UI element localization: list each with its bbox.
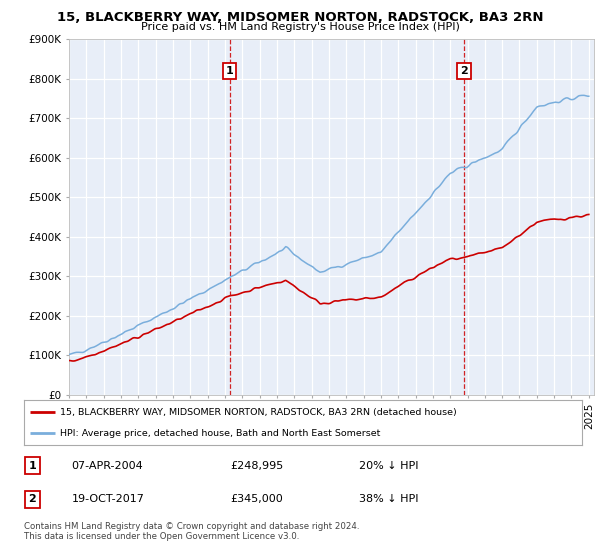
Text: Contains HM Land Registry data © Crown copyright and database right 2024.
This d: Contains HM Land Registry data © Crown c…: [24, 522, 359, 542]
Text: 20% ↓ HPI: 20% ↓ HPI: [359, 460, 418, 470]
Text: £345,000: £345,000: [230, 494, 283, 504]
Text: 15, BLACKBERRY WAY, MIDSOMER NORTON, RADSTOCK, BA3 2RN: 15, BLACKBERRY WAY, MIDSOMER NORTON, RAD…: [57, 11, 543, 24]
Text: 2: 2: [460, 66, 468, 76]
Text: 15, BLACKBERRY WAY, MIDSOMER NORTON, RADSTOCK, BA3 2RN (detached house): 15, BLACKBERRY WAY, MIDSOMER NORTON, RAD…: [60, 408, 457, 417]
Text: 1: 1: [226, 66, 233, 76]
Text: 1: 1: [28, 460, 36, 470]
Text: HPI: Average price, detached house, Bath and North East Somerset: HPI: Average price, detached house, Bath…: [60, 428, 380, 437]
Text: 2: 2: [28, 494, 36, 504]
Text: 19-OCT-2017: 19-OCT-2017: [71, 494, 145, 504]
Text: Price paid vs. HM Land Registry's House Price Index (HPI): Price paid vs. HM Land Registry's House …: [140, 22, 460, 32]
Text: 07-APR-2004: 07-APR-2004: [71, 460, 143, 470]
Text: 38% ↓ HPI: 38% ↓ HPI: [359, 494, 418, 504]
Text: £248,995: £248,995: [230, 460, 284, 470]
